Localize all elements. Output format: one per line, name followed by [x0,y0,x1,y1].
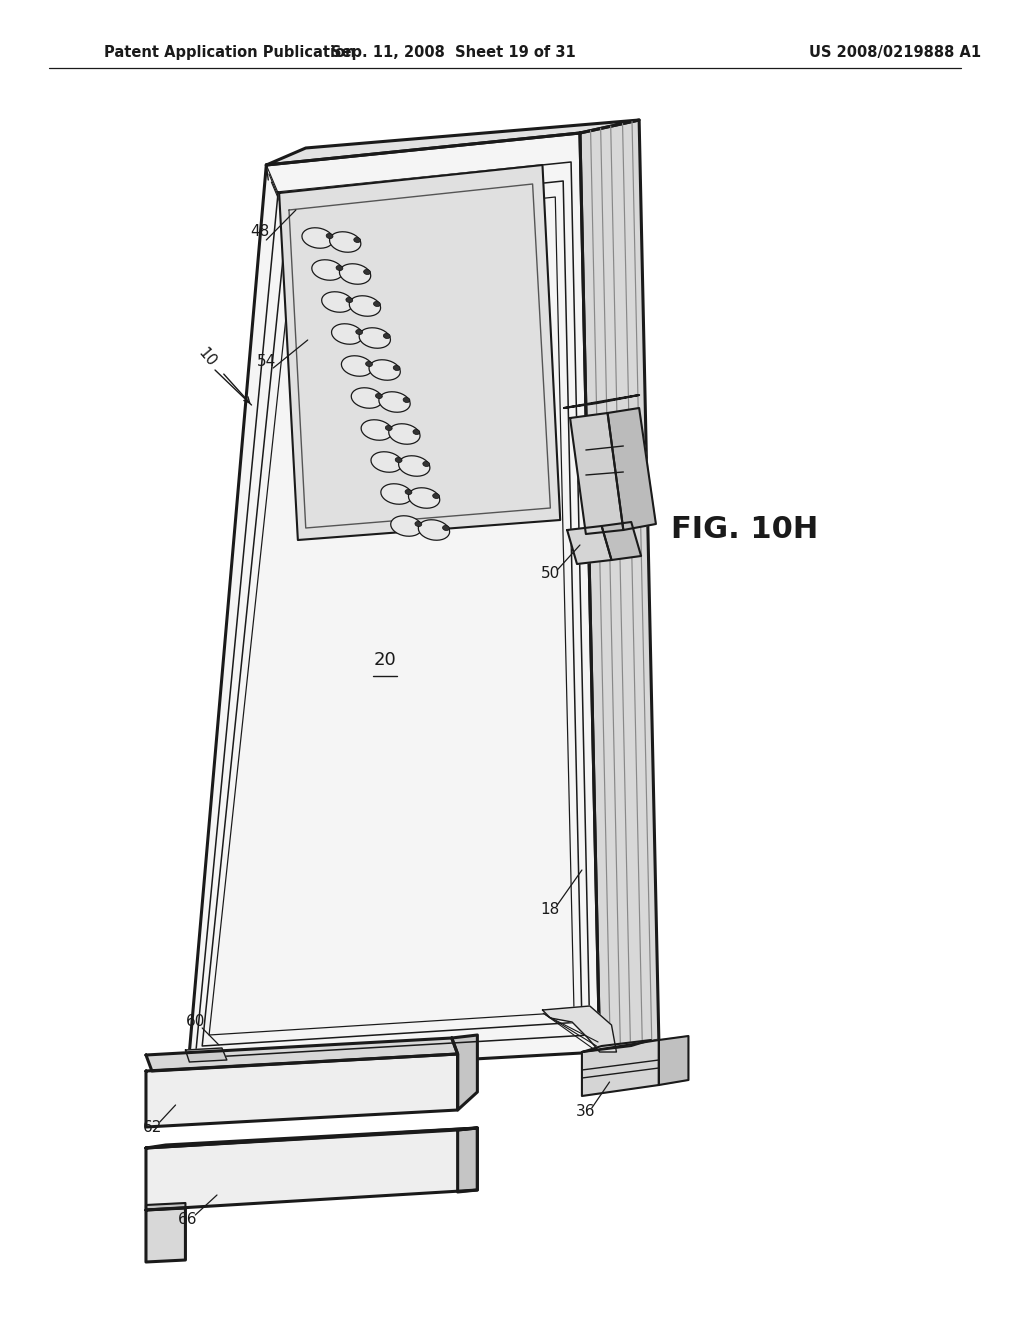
Polygon shape [458,1129,477,1192]
Ellipse shape [366,362,373,367]
Ellipse shape [359,327,390,348]
Ellipse shape [385,425,392,430]
Text: 48: 48 [250,224,269,239]
Text: 62: 62 [143,1121,163,1135]
Ellipse shape [433,494,439,499]
Ellipse shape [322,292,353,313]
Polygon shape [185,1048,227,1063]
Polygon shape [266,120,639,165]
Ellipse shape [336,265,343,271]
Polygon shape [658,1036,688,1085]
Ellipse shape [369,360,400,380]
Ellipse shape [383,334,390,338]
Text: 20: 20 [374,651,396,669]
Ellipse shape [339,264,371,284]
Ellipse shape [406,490,412,495]
Polygon shape [602,521,641,560]
Polygon shape [146,1129,477,1210]
Ellipse shape [349,296,381,317]
Text: 50: 50 [541,565,560,581]
Text: 36: 36 [577,1105,596,1119]
Ellipse shape [413,429,420,434]
Ellipse shape [389,424,420,445]
Ellipse shape [393,366,400,371]
Ellipse shape [395,458,402,462]
Ellipse shape [346,297,352,302]
Polygon shape [607,408,656,531]
Polygon shape [567,525,611,564]
Ellipse shape [374,301,380,306]
Ellipse shape [442,525,450,531]
Text: FIG. 10H: FIG. 10H [671,516,818,544]
Ellipse shape [391,516,422,536]
Ellipse shape [419,520,450,540]
Ellipse shape [341,356,373,376]
Polygon shape [146,1208,185,1262]
Ellipse shape [415,521,422,527]
Text: Sep. 11, 2008  Sheet 19 of 31: Sep. 11, 2008 Sheet 19 of 31 [332,45,577,59]
Polygon shape [582,1040,651,1052]
Ellipse shape [364,269,371,275]
Polygon shape [146,1129,477,1148]
Ellipse shape [361,420,392,441]
Polygon shape [582,1040,658,1096]
Ellipse shape [398,455,430,477]
Polygon shape [564,395,639,408]
Text: 10: 10 [196,345,219,370]
Polygon shape [543,1006,616,1052]
Polygon shape [187,133,600,1074]
Text: 60: 60 [185,1015,205,1030]
Polygon shape [580,120,658,1052]
Ellipse shape [353,238,360,243]
Polygon shape [280,165,560,540]
Ellipse shape [330,232,360,252]
Text: 66: 66 [177,1213,198,1228]
Polygon shape [146,1053,458,1127]
Ellipse shape [376,393,382,399]
Text: Patent Application Publication: Patent Application Publication [103,45,355,59]
Polygon shape [452,1035,477,1110]
Ellipse shape [379,392,411,412]
Ellipse shape [351,388,383,408]
Ellipse shape [381,483,412,504]
Polygon shape [570,413,624,535]
Ellipse shape [312,260,343,280]
Text: US 2008/0219888 A1: US 2008/0219888 A1 [809,45,981,59]
Ellipse shape [409,488,439,508]
Polygon shape [146,1203,185,1210]
Ellipse shape [371,451,402,473]
Ellipse shape [302,228,333,248]
Ellipse shape [327,234,333,239]
Text: 54: 54 [257,355,275,370]
Ellipse shape [355,330,362,334]
Ellipse shape [403,397,410,403]
Polygon shape [146,1038,458,1071]
Ellipse shape [423,462,430,466]
Ellipse shape [332,323,362,345]
Text: 18: 18 [541,902,560,916]
